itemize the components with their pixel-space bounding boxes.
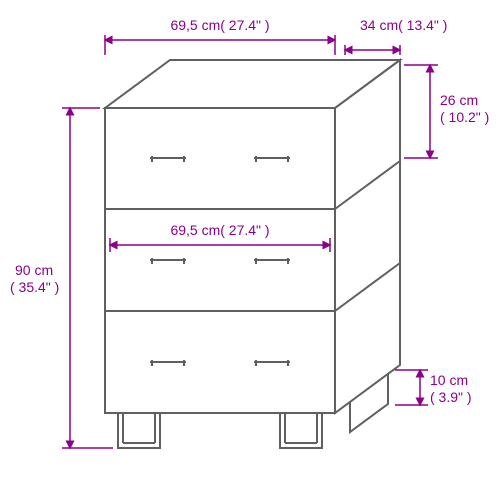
dim-label-height-line2: ( 35.4" ) — [10, 279, 59, 295]
drawer-handle — [254, 258, 290, 264]
drawer-handle — [254, 156, 290, 162]
dimension-height: 90 cm ( 35.4" ) — [10, 108, 113, 448]
dim-label-leg-h-line1: 10 cm — [430, 372, 468, 388]
dimension-drawer-height: 26 cm ( 10.2" ) — [404, 65, 489, 158]
dim-label-drawer-h-line1: 26 cm — [440, 92, 478, 108]
dim-label-drawer-h-line2: ( 10.2" ) — [440, 109, 489, 125]
drawer-handle — [150, 156, 186, 162]
drawer-handle — [254, 360, 290, 366]
dim-label-height-line1: 90 cm — [15, 262, 53, 278]
furniture-leg — [350, 374, 388, 432]
dim-label-width: 69,5 cm( 27.4" ) — [170, 17, 269, 33]
dimension-inner-width: 69,5 cm( 27.4" ) — [110, 222, 330, 252]
dim-label-inner-width: 69,5 cm( 27.4" ) — [170, 222, 269, 238]
dim-label-depth: 34 cm( 13.4" ) — [360, 17, 447, 33]
furniture-outline — [105, 60, 400, 448]
dimension-width: 69,5 cm( 27.4" ) — [105, 17, 335, 55]
diagram-canvas: 69,5 cm( 27.4" ) 34 cm( 13.4" ) 26 cm ( … — [0, 0, 500, 500]
dim-label-leg-h-line2: ( 3.9" ) — [430, 389, 472, 405]
drawer-handle — [150, 258, 186, 264]
dimension-depth: 34 cm( 13.4" ) — [345, 17, 447, 55]
furniture-leg — [280, 413, 322, 448]
dimension-leg-height: 10 cm ( 3.9" ) — [395, 370, 472, 405]
furniture-leg — [118, 413, 160, 448]
drawer-handle — [150, 360, 186, 366]
